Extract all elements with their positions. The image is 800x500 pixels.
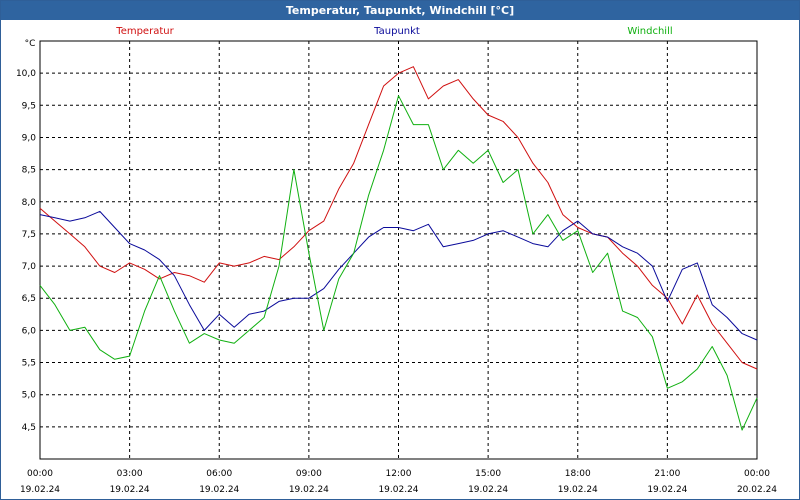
- x-tick-date: 20.02.24: [737, 485, 777, 495]
- y-tick-label: 8,0: [22, 198, 37, 208]
- series-line-windchill: [39, 95, 758, 431]
- x-tick-date: 19.02.24: [289, 485, 329, 495]
- y-tick-label: 5,0: [22, 391, 37, 401]
- x-tick-time: 00:00: [27, 469, 53, 479]
- y-tick-label: 10,0: [16, 69, 36, 79]
- y-tick-label: 5,5: [22, 359, 36, 369]
- x-tick-date: 19.02.24: [110, 485, 150, 495]
- x-tick-date: 19.02.24: [20, 485, 60, 495]
- y-tick-label: 7,5: [22, 230, 36, 240]
- y-tick-label: 6,0: [22, 326, 37, 336]
- series-line-temperatur: [39, 66, 758, 370]
- y-tick-label: 9,5: [22, 101, 36, 111]
- legend-windchill: Windchill: [627, 26, 672, 37]
- y-tick-label: 8,5: [22, 166, 36, 176]
- y-axis-label: °C: [25, 39, 36, 49]
- x-tick-time: 00:00: [744, 469, 770, 479]
- x-tick-time: 21:00: [654, 469, 680, 479]
- x-tick-date: 19.02.24: [468, 485, 508, 495]
- x-tick-time: 09:00: [296, 469, 322, 479]
- y-tick-label: 9,0: [22, 133, 37, 143]
- x-tick-time: 06:00: [206, 469, 232, 479]
- y-tick-label: 7,0: [22, 262, 37, 272]
- x-tick-time: 18:00: [565, 469, 591, 479]
- x-tick-date: 19.02.24: [199, 485, 239, 495]
- x-tick-time: 15:00: [475, 469, 501, 479]
- window-title: Temperatur, Taupunkt, Windchill [°C]: [1, 1, 799, 20]
- y-tick-label: 4,5: [22, 423, 36, 433]
- axis-labels: °C 4,5 5,0 5,5 6,0 6,5 7,0 7,5 8,0 8,5 9,0 9,5 10,0…: [16, 39, 777, 495]
- x-tick-date: 19.02.24: [378, 485, 418, 495]
- legend: Temperatur Taupunkt Windchill: [115, 26, 672, 37]
- legend-temperatur: Temperatur: [115, 26, 174, 37]
- x-tick-time: 12:00: [386, 469, 412, 479]
- legend-taupunkt: Taupunkt: [373, 26, 420, 37]
- x-tick-date: 19.02.24: [647, 485, 687, 495]
- x-tick-time: 03:00: [117, 469, 143, 479]
- grid: [40, 41, 757, 459]
- x-tick-date: 19.02.24: [558, 485, 598, 495]
- y-tick-label: 6,5: [22, 294, 36, 304]
- series-group: [39, 66, 758, 431]
- series-line-taupunkt: [39, 210, 758, 341]
